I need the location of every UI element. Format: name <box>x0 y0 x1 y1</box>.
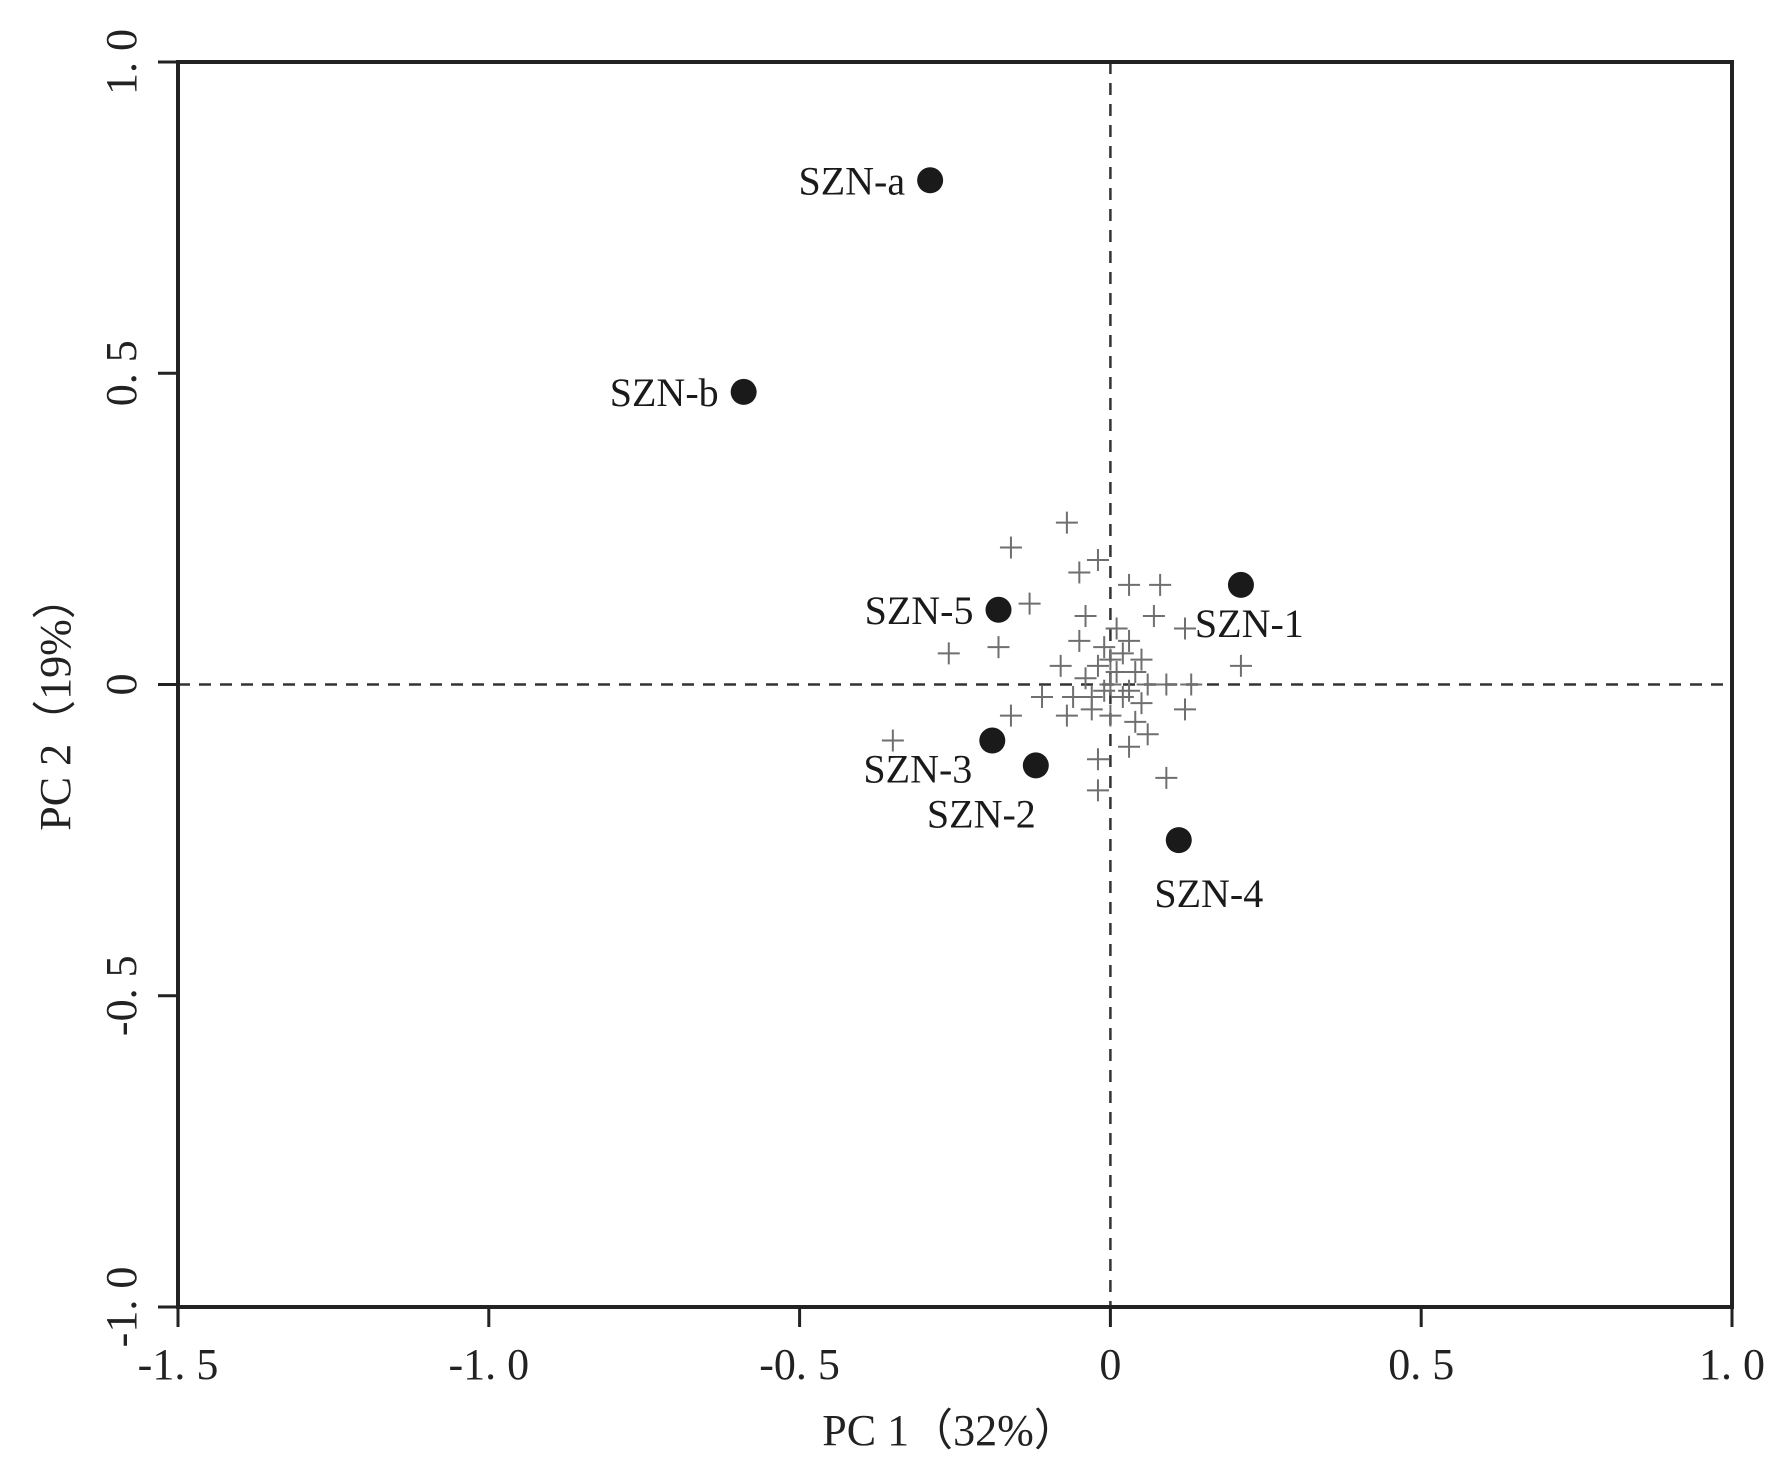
variable-marker <box>1118 573 1141 596</box>
variable-marker <box>1111 642 1134 665</box>
sample-point: SZN-3 <box>863 727 1006 792</box>
sample-point: SZN-a <box>798 158 944 203</box>
variable-marker <box>1173 617 1196 640</box>
x-tick-label: -1. 0 <box>448 1340 529 1389</box>
variable-marker <box>987 636 1010 659</box>
sample-point: SZN-b <box>610 370 757 415</box>
variable-marker <box>1105 661 1128 684</box>
x-axis: -1. 5 -1. 0 -0. 5 0 0. 5 1. 0 <box>138 1307 1765 1389</box>
variable-marker <box>1118 679 1141 702</box>
variable-marker <box>1142 605 1165 628</box>
x-tick-label: 0. 5 <box>1388 1340 1454 1389</box>
sample-label: SZN-b <box>610 370 719 415</box>
sample-point: SZN-4 <box>1154 827 1263 916</box>
sample-point: SZN-1 <box>1195 571 1304 646</box>
variable-marker <box>1068 561 1091 584</box>
variable-marker <box>1118 629 1141 652</box>
variable-marker <box>1049 654 1072 677</box>
variable-marker <box>1105 617 1128 640</box>
variable-marker <box>1018 592 1041 615</box>
variable-marker <box>1111 685 1134 708</box>
sample-label: SZN-1 <box>1195 601 1304 646</box>
variable-marker <box>1086 748 1109 771</box>
variable-marker <box>1099 704 1122 727</box>
sample-label: SZN-a <box>798 158 905 203</box>
variable-marker <box>1173 698 1196 721</box>
y-tick-label: 0 <box>97 674 146 696</box>
variable-marker <box>1155 766 1178 789</box>
variable-marker <box>881 729 904 752</box>
variable-marker <box>1068 629 1091 652</box>
x-tick-label: -1. 5 <box>138 1340 219 1389</box>
y-tick-label: 1. 0 <box>97 29 146 95</box>
variable-marker <box>1149 573 1172 596</box>
variable-marker <box>1074 667 1097 690</box>
variable-marker <box>1055 704 1078 727</box>
x-tick-label: -0. 5 <box>759 1340 840 1389</box>
variable-marker <box>1062 685 1085 708</box>
variable-marker <box>1099 648 1122 671</box>
variable-marker <box>1155 673 1178 696</box>
variable-marker <box>1086 549 1109 571</box>
sample-label: SZN-4 <box>1154 871 1263 916</box>
sample-label: SZN-5 <box>865 588 974 633</box>
variable-marker <box>937 642 960 665</box>
sample-point: SZN-2 <box>927 752 1049 836</box>
variable-markers <box>881 511 1252 802</box>
y-tick-label: 0. 5 <box>97 340 146 406</box>
variable-marker <box>1086 654 1109 677</box>
y-tick-label: -0. 5 <box>97 955 146 1036</box>
variable-marker <box>1130 692 1153 715</box>
reference-lines <box>178 62 1732 1307</box>
variable-marker <box>1130 648 1153 671</box>
variable-marker <box>1031 685 1054 708</box>
y-tick-label: -1. 0 <box>97 1267 146 1348</box>
variable-marker <box>1124 710 1147 733</box>
variable-marker <box>1180 673 1203 696</box>
y-axis-title: PC 2（19%） <box>31 575 80 830</box>
variable-marker <box>1093 679 1116 702</box>
variable-marker <box>1229 654 1252 677</box>
variable-marker <box>1074 605 1097 628</box>
y-axis: -1. 0 -0. 5 0 0. 5 1. 0 <box>97 29 178 1347</box>
variable-marker <box>1136 723 1159 746</box>
variable-marker <box>1118 735 1141 758</box>
sample-point: SZN-5 <box>865 588 1012 633</box>
variable-marker <box>999 704 1022 727</box>
sample-label: SZN-3 <box>863 747 972 792</box>
variable-marker <box>1080 685 1103 708</box>
x-axis-title: PC 1（32%） <box>822 1406 1077 1455</box>
variable-marker <box>1124 661 1147 684</box>
x-tick-label: 0 <box>1099 1340 1121 1389</box>
variable-marker <box>1086 779 1109 802</box>
variable-marker <box>1055 511 1078 534</box>
sample-label: SZN-2 <box>927 791 1036 836</box>
x-tick-label: 1. 0 <box>1699 1340 1765 1389</box>
variable-marker <box>1136 673 1159 696</box>
variable-marker <box>1093 636 1116 659</box>
variable-marker <box>999 536 1022 559</box>
variable-marker <box>1099 673 1122 696</box>
